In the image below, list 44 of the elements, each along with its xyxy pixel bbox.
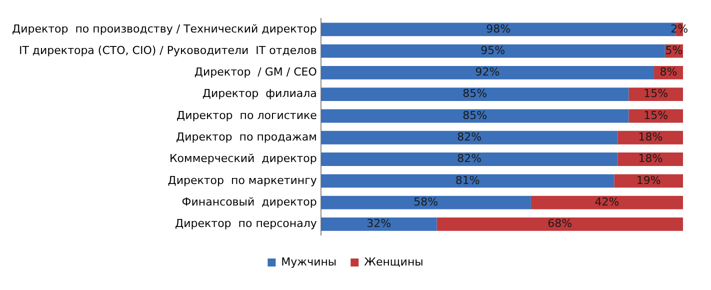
bar (320, 88, 629, 102)
bar (320, 174, 614, 188)
data-label: 19% (636, 174, 661, 187)
data-label: 82% (457, 152, 482, 166)
y-tick-label: Директор по продажам (176, 130, 317, 144)
data-label: 8% (660, 66, 678, 79)
data-label: 85% (462, 108, 488, 122)
data-label: 5% (665, 44, 683, 57)
data-label: 68% (548, 217, 572, 230)
bar (320, 66, 654, 80)
y-tick-label: Директор по логистике (176, 108, 318, 122)
data-label: 92% (475, 66, 500, 79)
y-tick-label: Директор по маркетингу (168, 174, 318, 187)
bar (530, 196, 683, 210)
data-label: 58% (414, 195, 438, 208)
y-tick-label: Директор по производству / Технический директор (12, 22, 317, 36)
data-label: 95% (480, 44, 506, 57)
bar (320, 152, 618, 166)
data-label: 32% (366, 217, 392, 230)
bar (614, 174, 683, 188)
y-tick-label: Финансовый директор (182, 195, 317, 208)
bar (320, 196, 531, 210)
y-tick-label: IT директора (СТО, CIO) / Руководители IT отделов (18, 44, 317, 57)
data-label: 85% (462, 87, 488, 100)
data-label: 15% (644, 108, 668, 122)
bar (436, 217, 683, 231)
legend-label: Мужчины (281, 255, 337, 268)
data-label: 2% (670, 22, 688, 36)
legend-label: Женщины (364, 255, 424, 268)
bar (320, 130, 618, 144)
bar (320, 217, 437, 231)
y-tick-label: Директор / GM / CEO (194, 66, 318, 79)
y-tick-label: Директор филиала (202, 87, 317, 100)
bar (320, 44, 665, 58)
y-tick-label: Коммерческий директор (169, 152, 317, 166)
data-label: 18% (638, 152, 663, 166)
data-label: 98% (486, 22, 511, 36)
bar (320, 109, 629, 123)
data-label: 18% (638, 130, 663, 144)
data-label: 15% (644, 87, 668, 100)
data-label: 42% (594, 195, 620, 208)
data-label: 82% (457, 130, 482, 144)
data-label: 81% (455, 174, 480, 187)
y-tick-label: Директор по персоналу (175, 217, 318, 230)
